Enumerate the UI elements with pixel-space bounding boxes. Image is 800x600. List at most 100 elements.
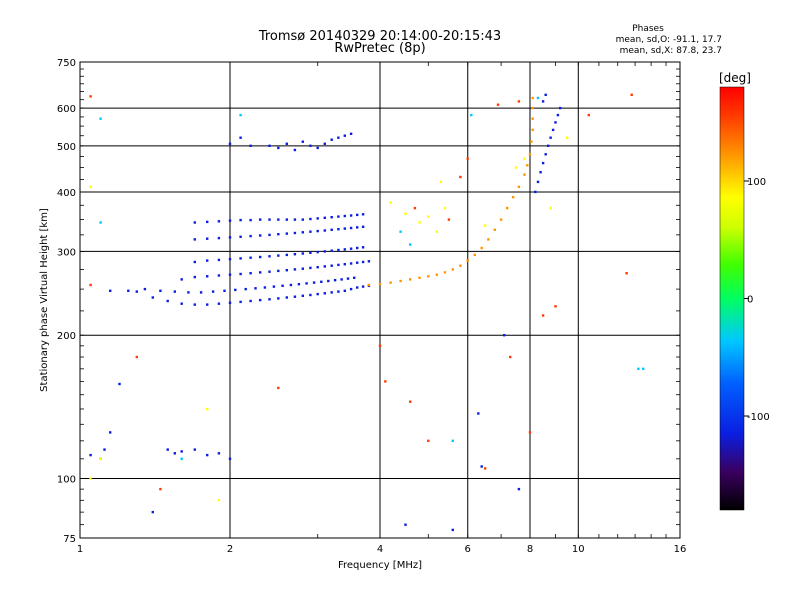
x-axis-label: Frequency [MHz]	[338, 560, 422, 571]
data-point	[343, 134, 346, 137]
data-point	[554, 305, 557, 308]
data-point	[293, 218, 297, 221]
data-point	[483, 467, 487, 470]
data-point	[480, 246, 483, 250]
data-point	[541, 314, 545, 317]
data-point	[418, 276, 421, 279]
data-point	[443, 206, 447, 210]
x-tick-label: 1	[77, 544, 83, 555]
data-point	[361, 246, 365, 249]
data-point	[103, 448, 106, 451]
data-point	[259, 218, 262, 221]
data-point	[193, 238, 196, 241]
data-point	[239, 300, 242, 304]
x-tick-label: 4	[377, 544, 383, 555]
chart-subtitle: RwPretec (8p)	[334, 41, 425, 56]
stats-heading: Phases	[632, 24, 664, 34]
data-point	[135, 290, 138, 293]
data-point	[293, 253, 297, 256]
data-point	[367, 283, 371, 287]
data-point	[206, 220, 209, 224]
data-point	[511, 196, 515, 199]
data-point	[297, 283, 301, 286]
data-point	[378, 344, 382, 347]
data-point	[566, 136, 569, 139]
data-point	[277, 146, 280, 150]
data-point	[180, 457, 183, 460]
y-tick-label: 200	[57, 331, 76, 342]
colorbar-tick-label: 100	[747, 177, 766, 188]
data-point	[361, 225, 365, 228]
data-point	[228, 457, 232, 460]
data-point	[268, 233, 271, 237]
data-point	[551, 128, 555, 132]
data-point	[340, 278, 343, 281]
data-point	[499, 218, 503, 221]
x-tick-label: 6	[465, 544, 471, 555]
data-point	[217, 452, 221, 455]
data-point	[159, 289, 162, 292]
data-point	[89, 185, 92, 188]
data-point	[343, 289, 346, 292]
data-point	[534, 190, 537, 194]
data-point	[206, 237, 209, 240]
data-point	[285, 253, 288, 257]
x-tick-label: 10	[572, 544, 585, 555]
data-point	[409, 243, 412, 246]
data-point	[316, 146, 319, 150]
data-point	[330, 138, 333, 141]
y-tick-label: 400	[57, 188, 76, 199]
data-points	[89, 93, 645, 532]
data-point	[206, 453, 209, 457]
data-point	[135, 355, 138, 359]
data-point	[323, 216, 326, 219]
data-point	[544, 93, 547, 96]
data-point	[143, 287, 147, 291]
data-point	[180, 450, 183, 453]
data-point	[404, 523, 407, 526]
data-point	[556, 113, 560, 117]
data-point	[506, 206, 509, 210]
data-point	[389, 201, 392, 204]
y-axis-label: Stationary phase Virtual Height [km]	[39, 208, 50, 392]
data-point	[528, 431, 532, 434]
data-point	[309, 144, 312, 147]
data-point	[480, 465, 483, 468]
data-point	[244, 287, 247, 291]
y-tick-label: 100	[57, 475, 76, 486]
data-point	[530, 140, 533, 143]
data-point	[259, 271, 262, 274]
data-point	[356, 286, 359, 289]
data-point	[316, 292, 319, 296]
data-point	[249, 144, 252, 147]
data-point	[493, 228, 496, 231]
data-point	[223, 289, 226, 292]
y-tick-label: 300	[57, 247, 76, 258]
data-point	[293, 148, 297, 152]
colorbar-ticks: 100 0 -100	[744, 177, 770, 423]
data-point	[451, 528, 454, 532]
data-point	[531, 96, 534, 100]
data-point	[193, 448, 196, 451]
data-point	[399, 279, 402, 283]
data-point	[109, 289, 112, 292]
x-tick-label: 2	[227, 544, 233, 555]
colorbar	[719, 86, 745, 511]
colorbar-tick-label: 0	[747, 295, 753, 306]
data-point	[206, 407, 209, 411]
data-point	[413, 206, 417, 210]
data-point	[239, 113, 242, 117]
data-point	[459, 264, 462, 267]
data-point	[559, 106, 562, 110]
data-point	[301, 140, 304, 143]
data-point	[330, 228, 333, 231]
colorbar-label: [deg]	[719, 71, 751, 85]
data-point	[293, 231, 297, 235]
stats-x: mean, sd,X: 87.8, 23.7	[620, 46, 722, 56]
data-point	[517, 185, 521, 188]
data-point	[337, 290, 340, 293]
data-point	[549, 136, 552, 139]
data-point	[346, 277, 350, 280]
data-point	[517, 487, 521, 491]
